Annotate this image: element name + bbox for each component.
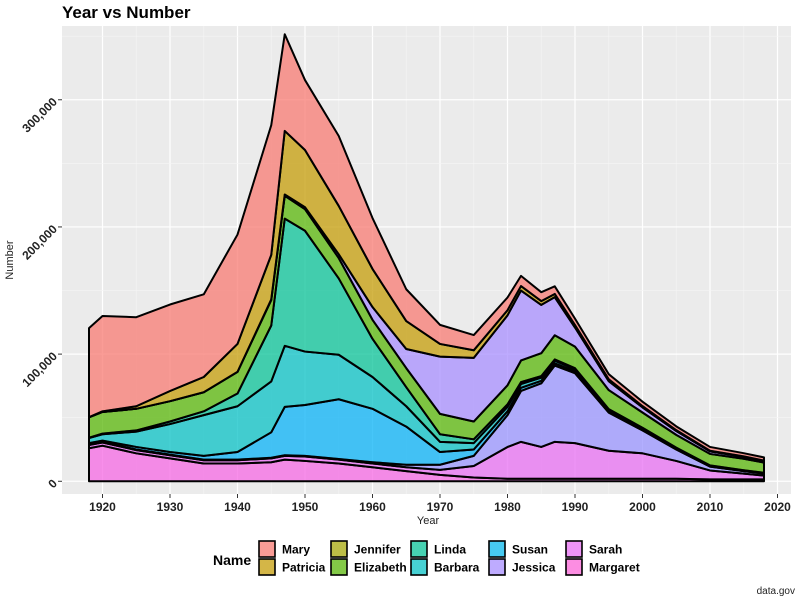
legend-label-susan: Susan (512, 543, 548, 557)
x-tick-label: 1950 (292, 500, 319, 514)
y-tick-label: 300,000 (19, 95, 60, 136)
legend-key-susan (488, 540, 506, 558)
area-mary (88, 33, 765, 462)
x-tick-label: 2020 (764, 500, 791, 514)
legend-title: Name (213, 552, 251, 568)
legend-key-barbara (410, 558, 428, 576)
legend-key-jennifer (330, 540, 348, 558)
legend-key-sarah (565, 540, 583, 558)
y-axis-title: Number (4, 240, 16, 279)
caption: data.gov (757, 586, 795, 597)
y-tick-label: 200,000 (19, 222, 60, 263)
x-tick-label: 1980 (494, 500, 521, 514)
x-tick-label: 2000 (629, 500, 656, 514)
legend-key-linda (410, 540, 428, 558)
y-axis: 0 100,000 200,000 300,000 (19, 95, 62, 491)
area-layers (88, 33, 765, 483)
x-tick-label: 1940 (224, 500, 251, 514)
x-tick-label: 1960 (359, 500, 386, 514)
x-axis: 1920 1930 1940 1950 1960 1970 1980 1990 2000 2010… (89, 494, 791, 514)
legend-key-mary (258, 540, 276, 558)
legend-label-sarah: Sarah (589, 543, 622, 557)
legend-label-elizabeth: Elizabeth (354, 561, 407, 575)
legend-key-jessica (488, 558, 506, 576)
x-axis-title: Year (417, 515, 440, 527)
legend-label-linda: Linda (434, 543, 466, 557)
legend-key-margaret (565, 558, 583, 576)
y-tick-label: 100,000 (19, 349, 60, 390)
legend-label-jennifer: Jennifer (354, 543, 401, 557)
legend-label-jessica: Jessica (512, 561, 556, 575)
chart-title: Year vs Number (62, 3, 191, 22)
legend-label-patricia: Patricia (282, 561, 326, 575)
legend: Name Mary Patricia Jennifer Elizabeth Linda B… (213, 540, 640, 576)
legend-key-patricia (258, 558, 276, 576)
x-tick-label: 1930 (157, 500, 184, 514)
x-tick-label: 1970 (427, 500, 454, 514)
legend-label-margaret: Margaret (589, 561, 640, 575)
legend-label-mary: Mary (282, 543, 310, 557)
x-tick-label: 2010 (697, 500, 724, 514)
legend-label-barbara: Barbara (434, 561, 480, 575)
x-tick-label: 1990 (562, 500, 589, 514)
legend-key-elizabeth (330, 558, 348, 576)
x-tick-label: 1920 (89, 500, 116, 514)
y-tick-label: 0 (45, 476, 60, 491)
